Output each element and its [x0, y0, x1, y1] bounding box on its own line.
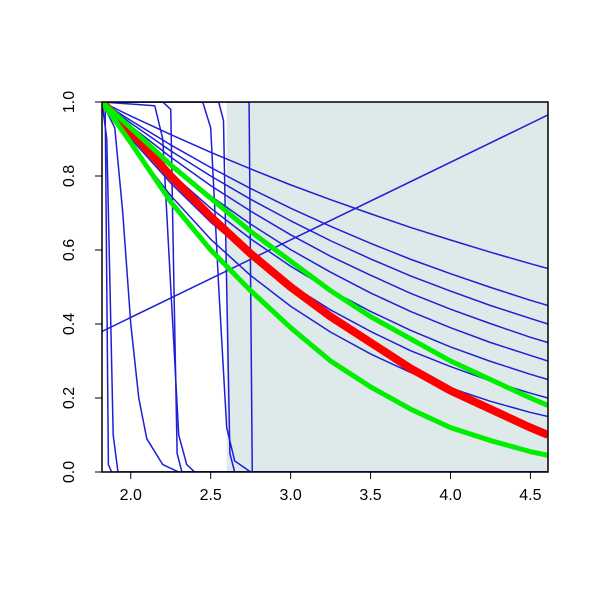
curve — [102, 102, 548, 472]
curve — [102, 102, 548, 472]
curve — [102, 102, 548, 472]
curve — [102, 102, 548, 472]
curve — [102, 102, 548, 472]
y-tick-label: 0.4 — [61, 313, 78, 335]
x-tick-label: 4.5 — [519, 487, 541, 504]
curve — [102, 102, 548, 408]
y-tick-label: 0.8 — [61, 165, 78, 187]
curve — [102, 102, 548, 344]
y-tick-label: 0.6 — [61, 239, 78, 261]
y-tick-label: 1.0 — [61, 91, 78, 113]
plot-area — [102, 102, 548, 472]
x-tick-label: 3.0 — [280, 487, 302, 504]
x-tick-label: 2.5 — [200, 487, 222, 504]
plot-frame — [101, 101, 549, 473]
x-tick-label: 3.5 — [359, 487, 381, 504]
curve — [102, 102, 548, 418]
y-tick-label: 0.2 — [61, 387, 78, 409]
x-tick-label: 2.0 — [120, 487, 142, 504]
curve — [102, 102, 548, 439]
y-tick-label: 0.0 — [61, 461, 78, 483]
curve — [102, 102, 548, 458]
curve — [102, 102, 548, 472]
curve — [102, 114, 548, 333]
curve — [102, 102, 548, 472]
x-tick-label: 4.0 — [439, 487, 461, 504]
